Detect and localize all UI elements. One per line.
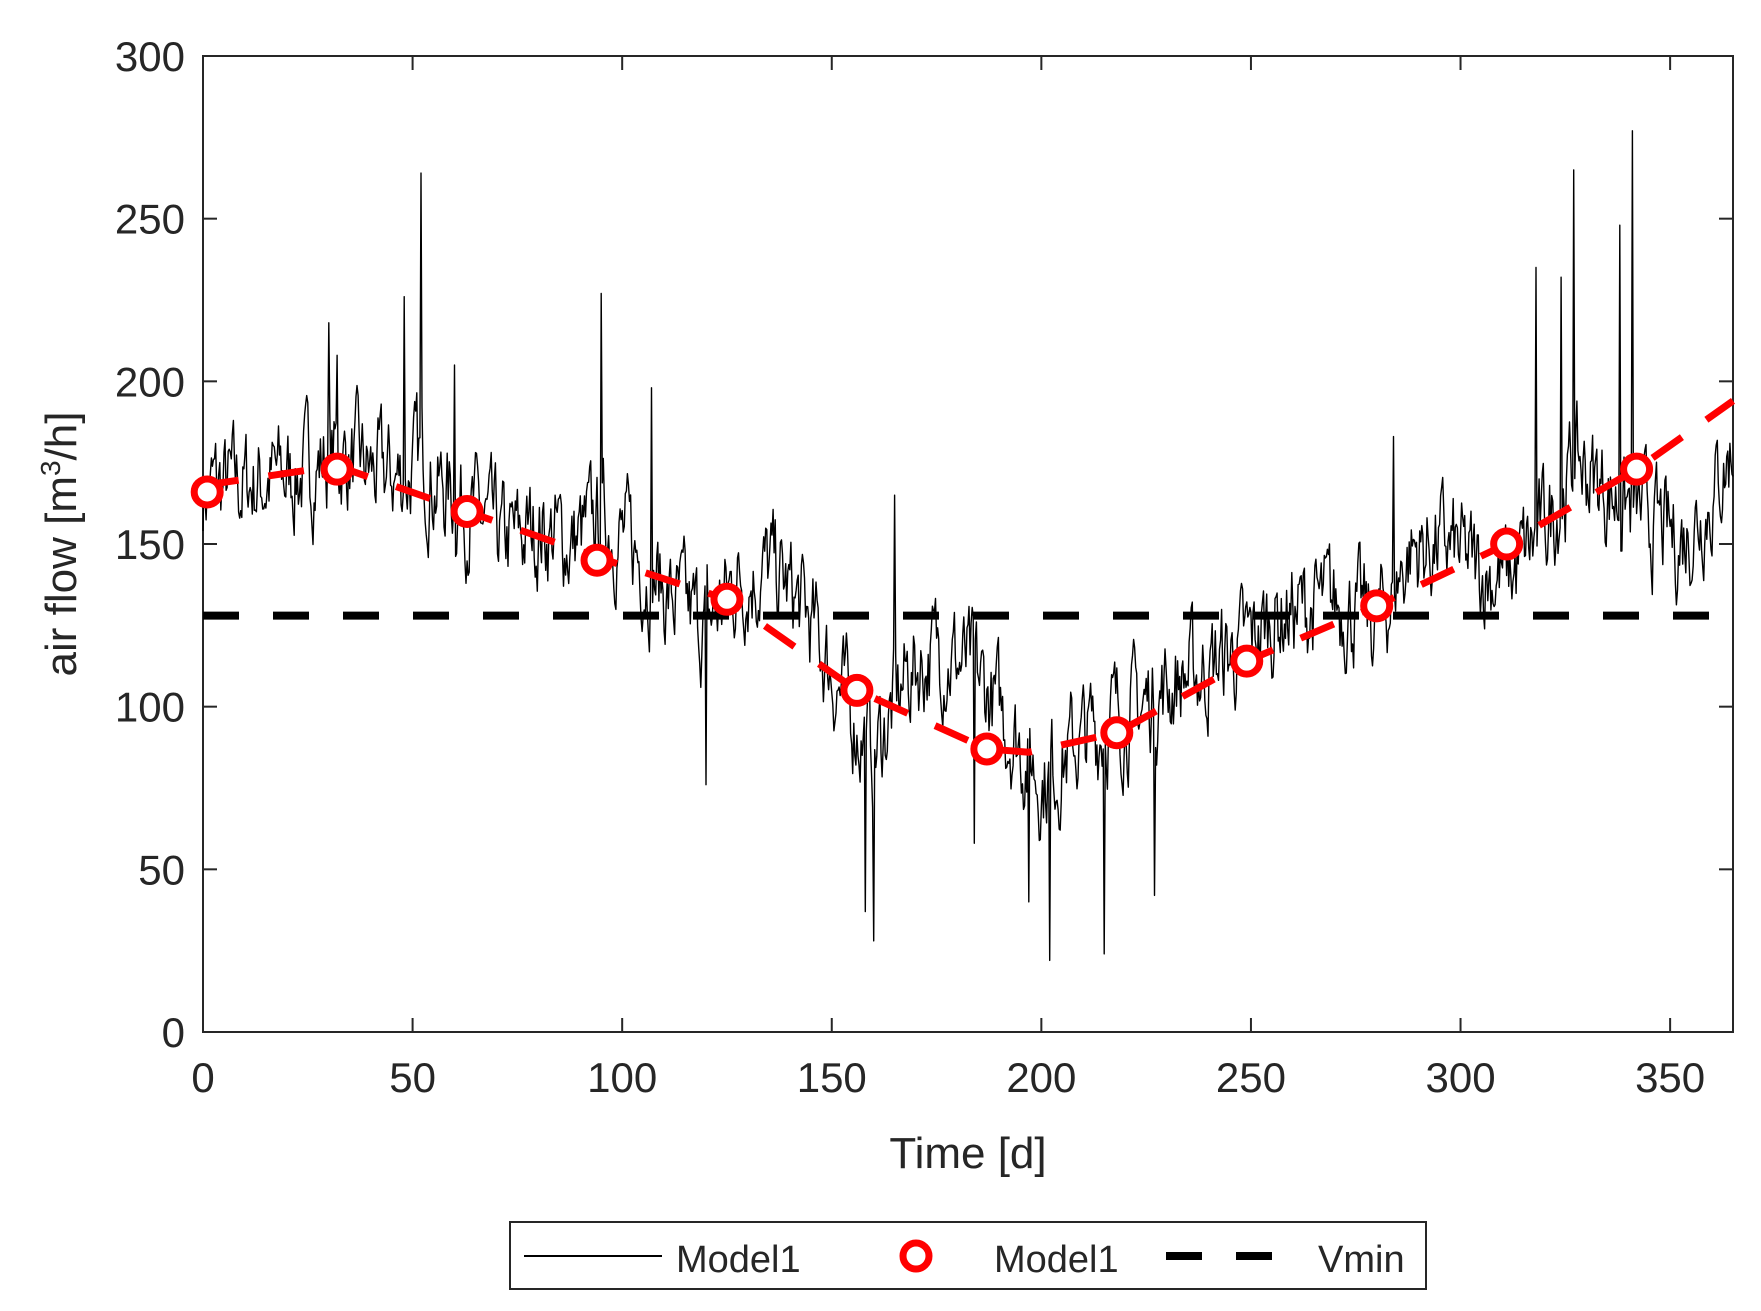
model1-marker (1230, 644, 1264, 678)
legend-circle-icon (899, 1239, 933, 1273)
model1-marker (190, 475, 224, 509)
model1-marker (1490, 527, 1524, 561)
legend: Model1 Model1 Vmin (509, 1221, 1427, 1290)
x-tick-label: 250 (1216, 1054, 1286, 1101)
y-axis-label: air flow [m3/h] (35, 412, 86, 677)
y-tick-label: 200 (115, 358, 185, 405)
x-tick-label: 150 (797, 1054, 867, 1101)
y-tick-label: 0 (162, 1009, 185, 1056)
series-model1-trend (202, 398, 1736, 756)
model1-marker (1100, 716, 1134, 750)
legend-label-model1-raw: Model1 (676, 1239, 801, 1281)
y-tick-label: 50 (138, 846, 185, 893)
tick-labels: 0 50 100 150 200 250 300 350 0 50 100 150 200 250 300 (115, 33, 1705, 1101)
model1-marker (710, 582, 744, 616)
x-axis-label: Time [d] (889, 1129, 1046, 1178)
model1-marker (450, 494, 484, 528)
x-tick-label: 50 (389, 1054, 436, 1101)
model1-marker (580, 543, 614, 577)
model1-marker (1360, 589, 1394, 623)
x-tick-label: 0 (191, 1054, 214, 1101)
axis-ticks (202, 55, 1733, 1033)
x-tick-label: 350 (1635, 1054, 1705, 1101)
y-tick-label: 150 (115, 521, 185, 568)
y-tick-label: 250 (115, 196, 185, 243)
y-tick-label: 300 (115, 33, 185, 80)
model1-marker (320, 452, 354, 486)
model1-marker (970, 732, 1004, 766)
x-tick-label: 200 (1006, 1054, 1076, 1101)
y-tick-label: 100 (115, 684, 185, 731)
y-axis-label-superscript: 3 (35, 460, 66, 476)
series-model1-markers (190, 452, 1654, 766)
x-tick-label: 300 (1425, 1054, 1495, 1101)
model1-trend-line (202, 398, 1736, 756)
legend-box (509, 1221, 1427, 1290)
x-tick-label: 100 (587, 1054, 657, 1101)
legend-label-model1-trend: Model1 (994, 1239, 1119, 1281)
model1-marker (1620, 452, 1654, 486)
legend-label-vmin: Vmin (1318, 1239, 1405, 1281)
model1-marker (840, 673, 874, 707)
